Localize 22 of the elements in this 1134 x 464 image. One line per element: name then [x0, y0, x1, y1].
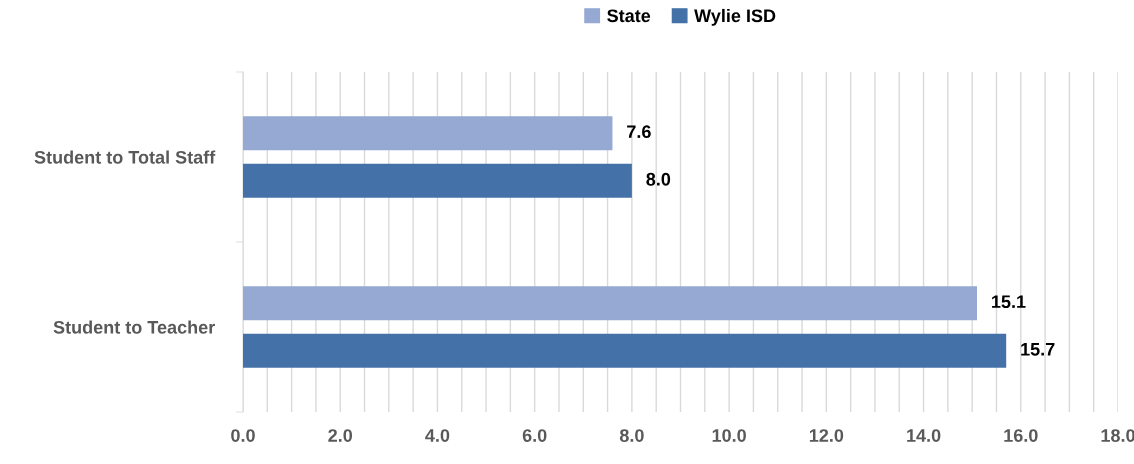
data-label: 15.7: [1021, 343, 1055, 356]
x-tick-label: 2.0: [328, 429, 353, 442]
y-tick-label: Student to Total Staff: [34, 150, 216, 164]
x-tick-label: 16.0: [1004, 429, 1038, 442]
x-tick-label: 10.0: [712, 429, 746, 442]
bar: [243, 333, 1007, 368]
data-label: 8.0: [646, 172, 671, 186]
x-tick-label: 6.0: [522, 429, 547, 442]
legend-label: Wylie ISD: [694, 8, 776, 26]
x-tick-label: 0.0: [231, 429, 255, 442]
x-tick-label: 14.0: [907, 429, 941, 442]
x-tick-label: 12.0: [809, 429, 844, 442]
bar: [243, 116, 613, 151]
x-tick-label: 18.0: [1101, 429, 1134, 442]
x-tick-label: 4.0: [425, 429, 450, 442]
x-tick-label: 8.0: [619, 429, 644, 442]
data-label: 7.6: [627, 125, 651, 139]
data-label: 15.1: [992, 295, 1026, 309]
bar: [243, 163, 632, 198]
y-tick-label: Student to Teacher: [53, 320, 215, 334]
legend-label: State: [607, 9, 651, 23]
bar: [243, 286, 978, 321]
